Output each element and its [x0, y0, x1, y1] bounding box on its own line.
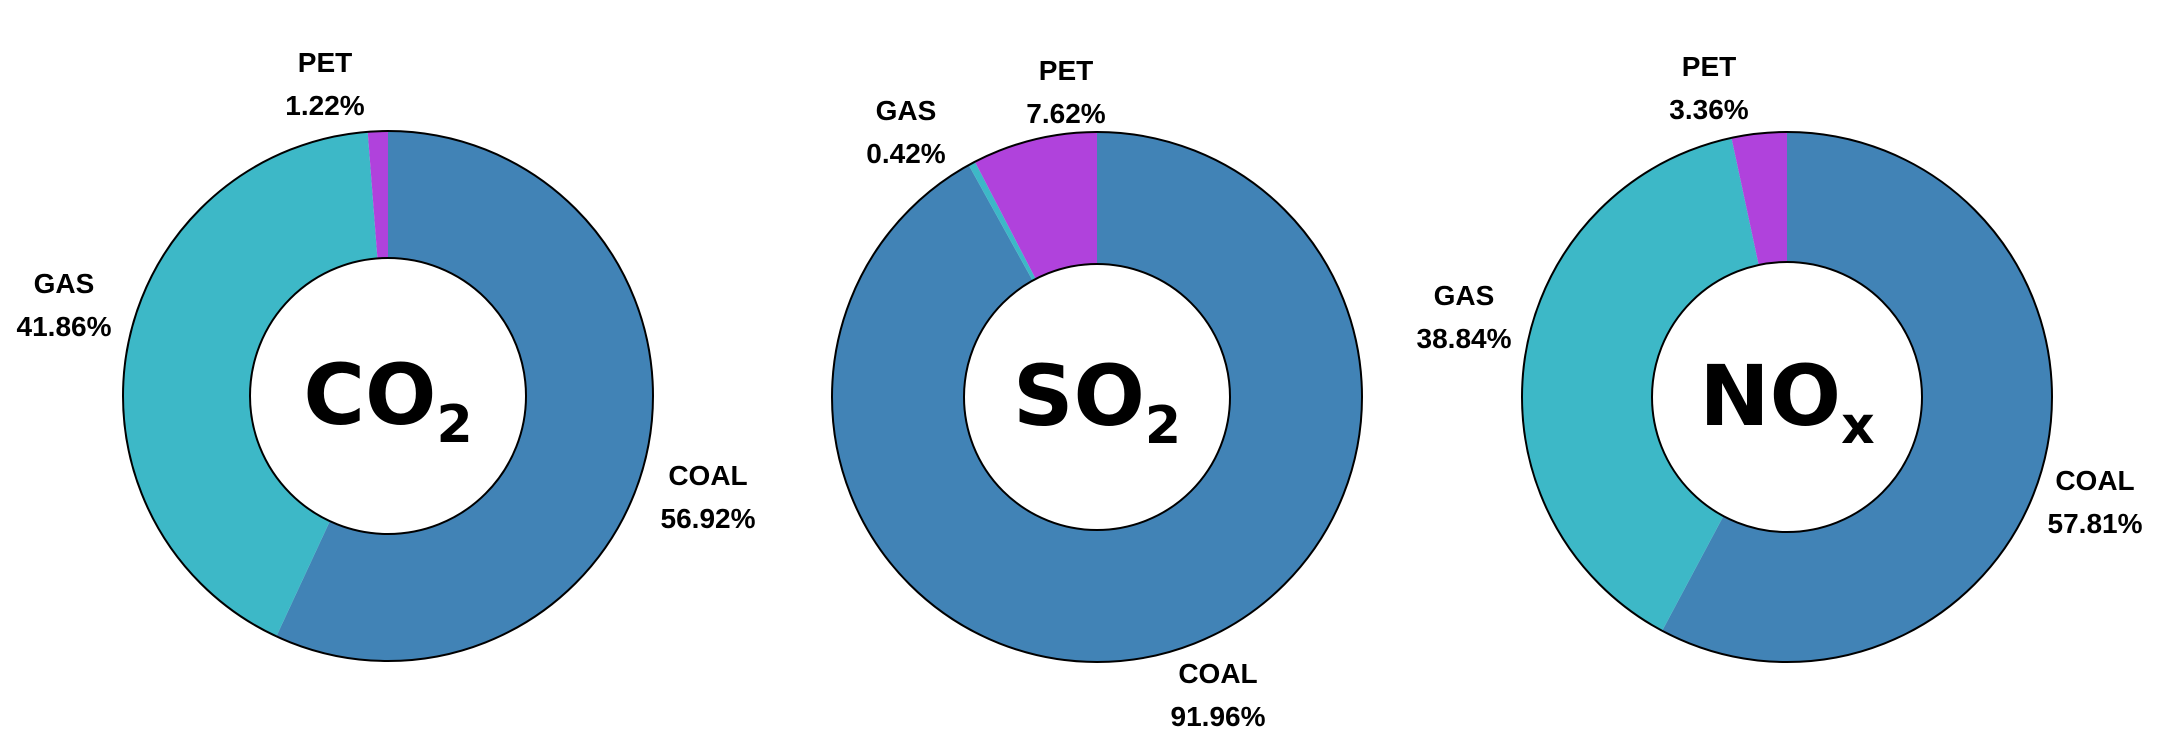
slice-label-value: 7.62%	[1026, 98, 1105, 129]
slice-label-value: 91.96%	[1171, 701, 1266, 732]
donut-outline	[1521, 131, 2053, 663]
donut-chart-so2: SO2 COAL 91.96% GAS 0.42% PET 7.62%	[831, 55, 1363, 732]
center-label: NOx	[1699, 347, 1874, 456]
slice-label-value: 0.42%	[866, 138, 945, 169]
slice-label-name: GAS	[876, 95, 937, 126]
slice-label-name: PET	[298, 47, 352, 78]
slice-label-name: PET	[1682, 51, 1736, 82]
slice-label-name: COAL	[2055, 465, 2134, 496]
slice-label-name: COAL	[1178, 658, 1257, 689]
center-label: CO2	[303, 346, 472, 455]
donut-hole	[249, 257, 527, 535]
slice-label-value: 3.36%	[1669, 94, 1748, 125]
slice-label-value: 38.84%	[1417, 323, 1512, 354]
donut-hole	[963, 263, 1231, 531]
slice-label-value: 56.92%	[661, 503, 756, 534]
donut-chart-co2: CO2 COAL 56.92% GAS 41.86% PET 1.22%	[17, 47, 756, 662]
slice-label-value: 41.86%	[17, 311, 112, 342]
slice-label-name: GAS	[34, 268, 95, 299]
slice-label-name: COAL	[668, 460, 747, 491]
slice-label-value: 1.22%	[285, 90, 364, 121]
slice-label-name: GAS	[1434, 280, 1495, 311]
donut-chart-nox: NOx COAL 57.81% GAS 38.84% PET 3.36%	[1417, 51, 2143, 663]
center-label: SO2	[1013, 347, 1181, 456]
slice-label-value: 57.81%	[2048, 508, 2143, 539]
donut-outline	[831, 131, 1363, 663]
donut-outline	[122, 130, 654, 662]
slice-label-name: PET	[1039, 55, 1093, 86]
donut-hole	[1651, 261, 1923, 533]
